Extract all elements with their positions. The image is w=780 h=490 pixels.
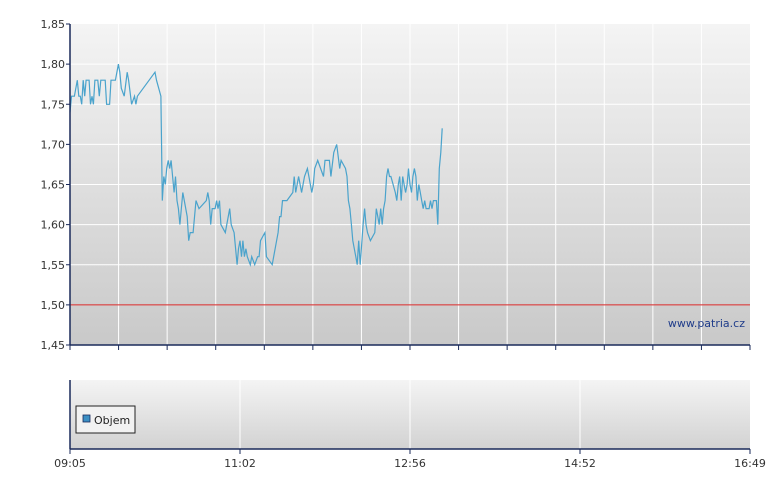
volume-legend: Objem: [75, 405, 136, 434]
y-tick-label: 1,70: [41, 138, 66, 151]
y-tick-label: 1,50: [41, 299, 66, 312]
y-tick-label: 1,65: [41, 179, 66, 192]
x-tick-label: 12:56: [394, 457, 426, 470]
y-tick-label: 1,45: [41, 339, 66, 352]
price-x-ticks: [69, 345, 751, 350]
watermark: www.patria.cz: [668, 317, 745, 330]
price-series-line: [69, 63, 443, 267]
y-tick-label: 1,85: [41, 18, 66, 31]
legend-label-objem: Objem: [94, 414, 130, 427]
y-tick-labels: 1,85 1,80 1,75 1,70 1,65 1,60 1,55 1,50 1,45: [41, 18, 66, 352]
y-tick-label: 1,60: [41, 219, 66, 232]
x-tick-label: 11:02: [224, 457, 256, 470]
y-tick-label: 1,55: [41, 259, 66, 272]
legend-swatch: [82, 414, 91, 423]
x-tick-label: 14:52: [564, 457, 596, 470]
y-tick-label: 1,80: [41, 58, 66, 71]
y-tick-label: 1,75: [41, 98, 66, 111]
x-tick-label: 16:49: [734, 457, 766, 470]
volume-grid: [69, 380, 751, 454]
x-tick-labels: 09:05 11:02 12:56 14:52 16:49: [54, 457, 766, 470]
x-tick-label: 09:05: [54, 457, 86, 470]
